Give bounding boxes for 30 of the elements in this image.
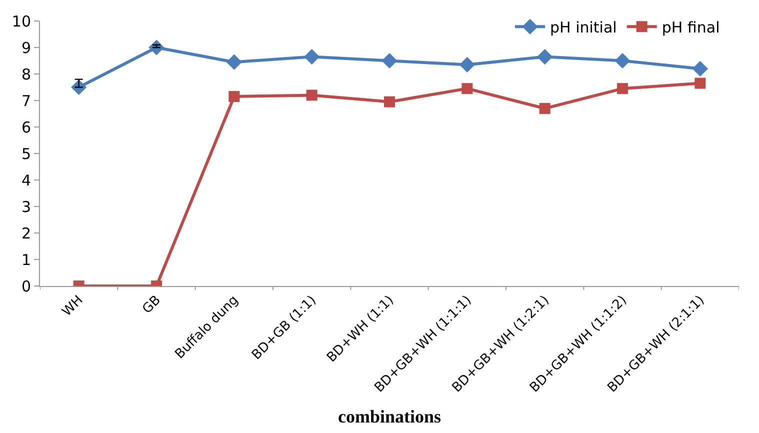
point [226,54,242,70]
point [304,48,320,65]
y-tick-label: 4 [21,171,31,190]
point [382,52,398,69]
point [617,83,628,94]
legend-label: pH final [662,18,720,36]
point [459,56,475,73]
y-tick-label: 3 [21,198,31,216]
y-tick-label: 7 [21,92,31,110]
y-tick-label: 2 [21,224,31,242]
point [692,60,708,76]
x-axis-title: combinations [338,406,442,427]
legend-label: pH initial [550,18,617,36]
point [384,96,395,108]
point [228,91,240,102]
point [694,78,706,89]
point [306,90,318,101]
point [539,102,550,114]
x-tick-label: WH [60,292,86,320]
y-tick-label: 5 [21,144,31,163]
y-tick-label: 1 [21,250,31,269]
y-tick-label: 0 [21,277,31,296]
point [614,52,630,69]
y-tick-label: 6 [21,118,31,136]
y-tick-label: 8 [21,65,31,84]
y-tick-label: 10 [12,12,31,30]
point [537,48,553,65]
x-tick-label: GB [140,292,164,317]
point [462,83,473,94]
y-tick-label: 9 [21,38,31,57]
